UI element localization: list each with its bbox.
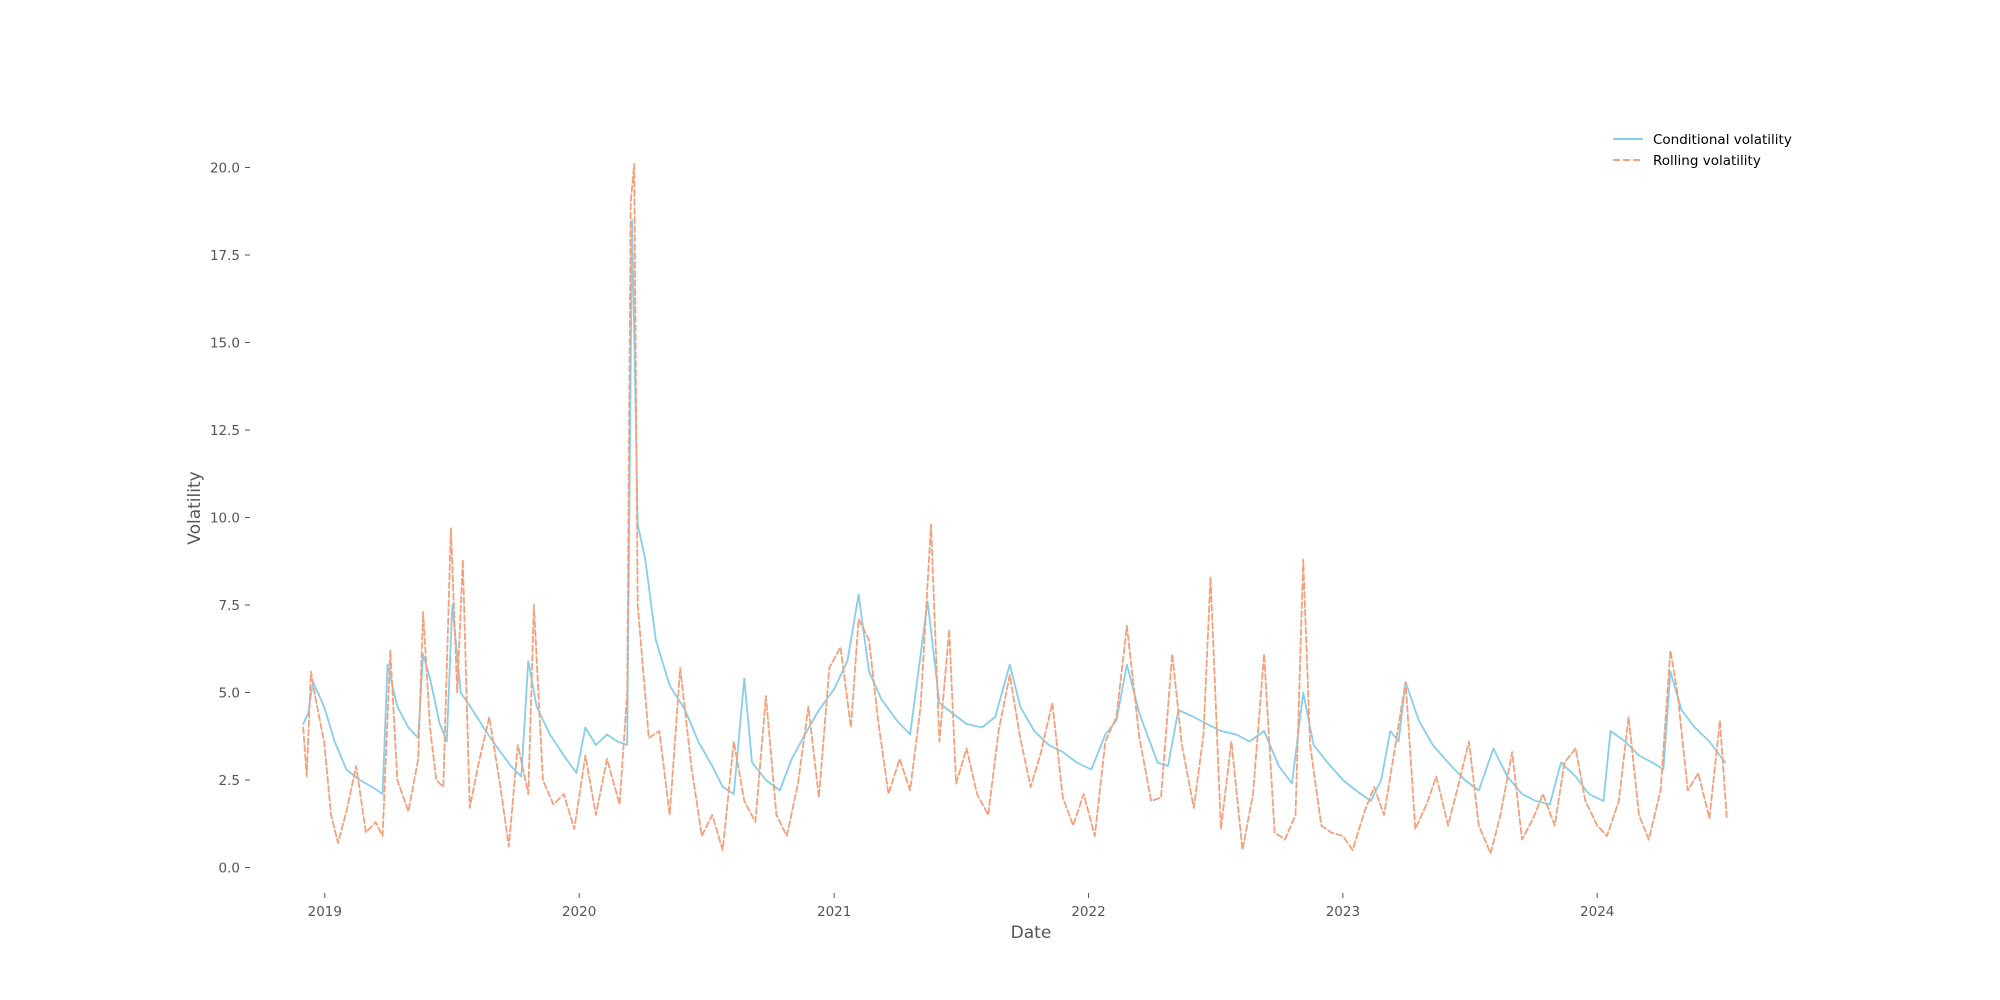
x-axis-label: Date: [1011, 923, 1052, 943]
y-tick-label: 17.5: [210, 248, 240, 264]
x-tick-label: 2023: [1326, 904, 1360, 920]
y-tick-label: 7.5: [219, 598, 240, 614]
y-tick-label: 15.0: [210, 336, 240, 352]
series-line-conditional-volatility: [302, 219, 1727, 806]
y-axis-label: Volatility: [185, 471, 205, 544]
x-tick-label: 2021: [817, 904, 851, 920]
y-tick-label: 20.0: [210, 161, 240, 177]
series-line-rolling-volatility: [302, 163, 1728, 855]
y-tick-label: 2.5: [219, 773, 240, 789]
plot-area: [302, 163, 1728, 855]
y-tick-label: 0.0: [219, 861, 240, 877]
y-tick-label: 10.0: [210, 511, 240, 527]
x-tick-label: 2024: [1580, 904, 1614, 920]
legend-label-rolling-volatility: Rolling volatility: [1653, 153, 1761, 169]
legend-label-conditional-volatility: Conditional volatility: [1653, 132, 1792, 148]
y-tick-label: 5.0: [219, 686, 240, 702]
x-tick-label: 2022: [1071, 904, 1105, 920]
x-tick-label: 2020: [562, 904, 596, 920]
x-tick-label: 2019: [308, 904, 342, 920]
legend: Conditional volatility Rolling volatilit…: [1613, 132, 1792, 169]
x-axis: 2019 2020 2021 2022 2023 2024: [308, 893, 1614, 920]
y-tick-label: 12.5: [210, 423, 240, 439]
y-axis: 0.0 2.5 5.0 7.5 10.0 12.5 15.0 17.5 20.0: [210, 161, 250, 877]
